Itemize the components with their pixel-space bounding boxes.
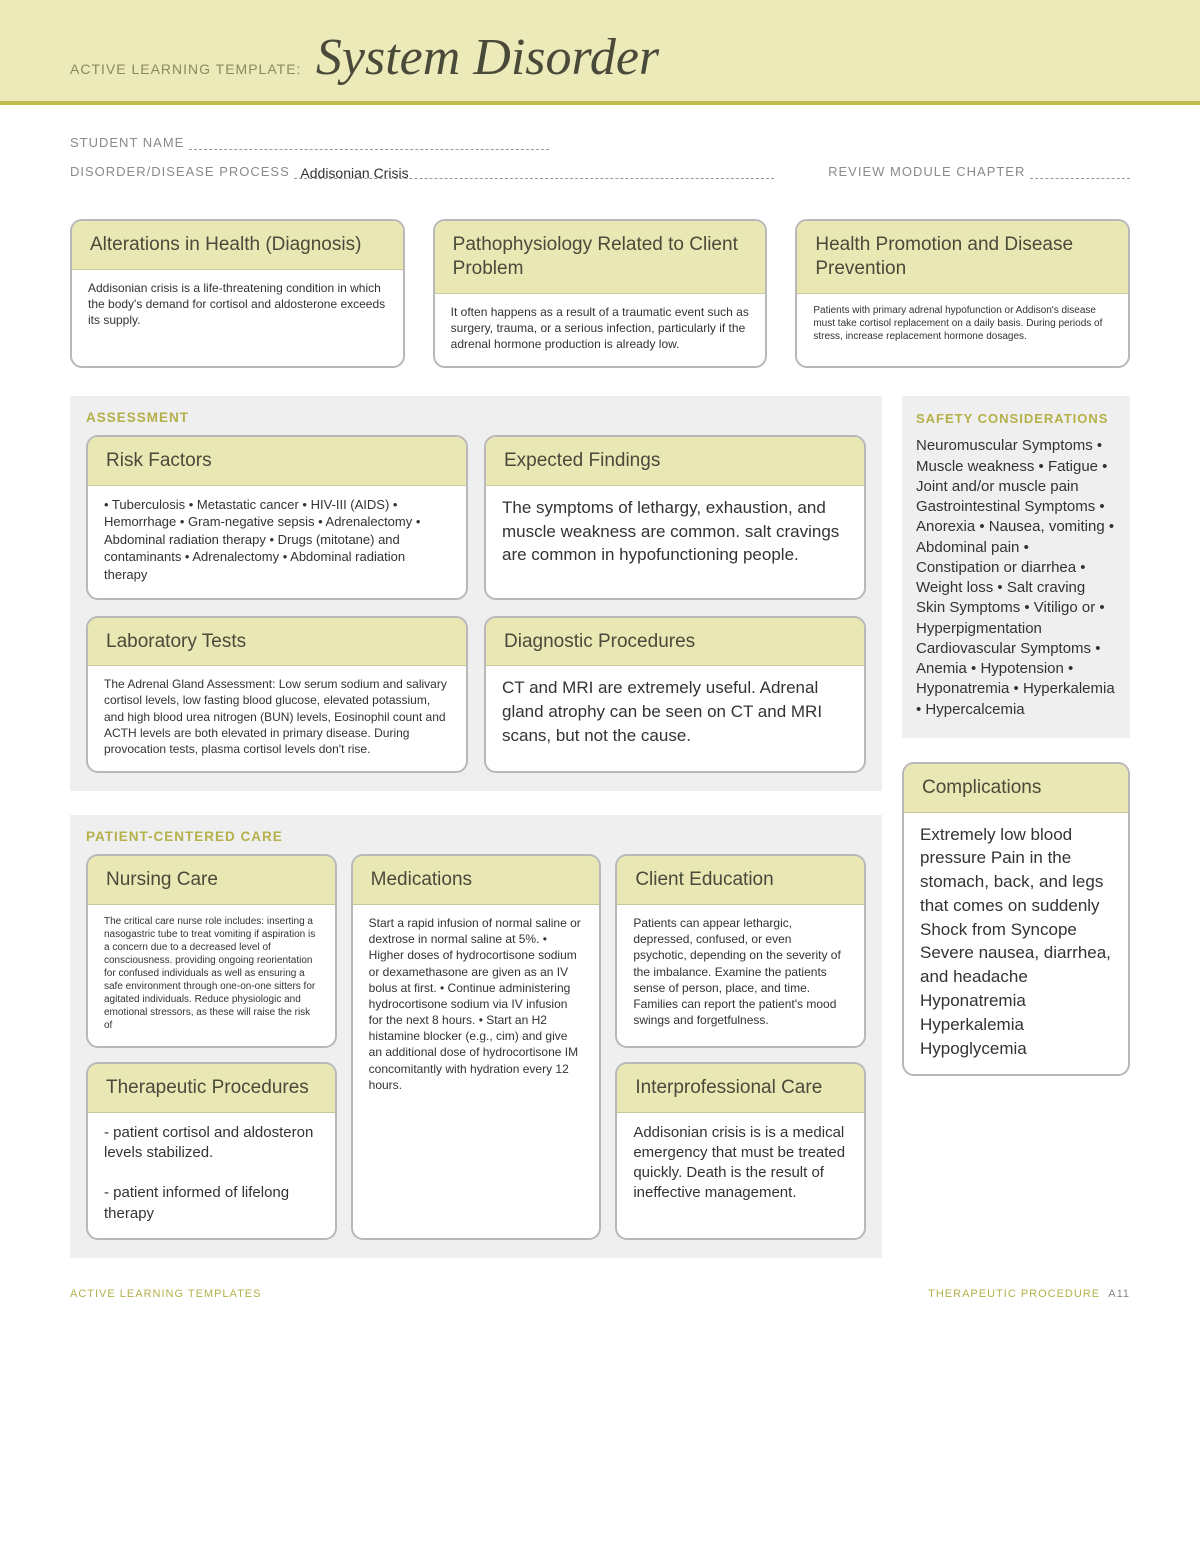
interprofessional-care-title: Interprofessional Care [617,1064,864,1113]
medications-title: Medications [353,856,600,905]
client-education-body: Patients can appear lethargic, depressed… [617,905,864,1042]
interprofessional-care-card: Interprofessional Care Addisonian crisis… [615,1062,866,1240]
safety-section: SAFETY CONSIDERATIONS Neuromuscular Symp… [902,396,1130,738]
review-field: REVIEW MODULE CHAPTER [828,164,1130,179]
student-name-value [189,136,201,152]
nursing-care-body: The critical care nurse role includes: i… [88,905,335,1046]
right-column: SAFETY CONSIDERATIONS Neuromuscular Symp… [902,396,1130,1258]
health-promotion-card: Health Promotion and Disease Prevention … [795,219,1130,368]
disorder-label: DISORDER/DISEASE PROCESS [70,164,290,179]
nursing-care-card: Nursing Care The critical care nurse rol… [86,854,337,1048]
diagnostic-procedures-title: Diagnostic Procedures [486,618,864,667]
expected-findings-title: Expected Findings [486,437,864,486]
page: ACTIVE LEARNING TEMPLATE: System Disorde… [0,0,1200,1330]
therapeutic-procedures-body: - patient cortisol and aldosteron levels… [88,1113,335,1238]
client-education-card: Client Education Patients can appear let… [615,854,866,1048]
student-name-row: STUDENT NAME [70,135,1130,150]
health-promotion-title: Health Promotion and Disease Prevention [797,221,1128,294]
assessment-title: ASSESSMENT [86,410,866,425]
medications-card: Medications Start a rapid infusion of no… [351,854,602,1240]
risk-factors-card: Risk Factors • Tuberculosis • Metastatic… [86,435,468,599]
review-value [1030,165,1042,181]
pathophysiology-title: Pathophysiology Related to Client Proble… [435,221,766,294]
pcc-title: PATIENT-CENTERED CARE [86,829,866,844]
expected-findings-body: The symptoms of lethargy, exhaustion, an… [486,486,864,581]
disorder-field: DISORDER/DISEASE PROCESS Addisonian Cris… [70,164,774,179]
diagnostic-procedures-body: CT and MRI are extremely useful. Adrenal… [486,666,864,761]
alterations-card: Alterations in Health (Diagnosis) Addiso… [70,219,405,368]
expected-findings-card: Expected Findings The symptoms of lethar… [484,435,866,599]
laboratory-tests-card: Laboratory Tests The Adrenal Gland Asses… [86,616,468,774]
footer-left: ACTIVE LEARNING TEMPLATES [70,1288,261,1300]
complications-card: Complications Extremely low blood pressu… [902,762,1130,1077]
laboratory-tests-body: The Adrenal Gland Assessment: Low serum … [88,666,466,771]
student-name-label: STUDENT NAME [70,135,184,150]
footer: ACTIVE LEARNING TEMPLATES THERAPEUTIC PR… [0,1278,1200,1330]
main-grid: ASSESSMENT Risk Factors • Tuberculosis •… [70,396,1130,1258]
disorder-review-row: DISORDER/DISEASE PROCESS Addisonian Cris… [70,164,1130,179]
review-label: REVIEW MODULE CHAPTER [828,164,1025,179]
interprofessional-care-body: Addisonian crisis is is a medical emerge… [617,1113,864,1218]
safety-body: Neuromuscular Symptoms • Muscle weakness… [916,436,1116,720]
therapeutic-procedures-title: Therapeutic Procedures [88,1064,335,1113]
diagnostic-procedures-card: Diagnostic Procedures CT and MRI are ext… [484,616,866,774]
assessment-section: ASSESSMENT Risk Factors • Tuberculosis •… [70,396,882,791]
complications-body: Extremely low blood pressure Pain in the… [904,813,1128,1075]
health-promotion-body: Patients with primary adrenal hypofuncti… [797,294,1128,357]
client-education-title: Client Education [617,856,864,905]
review-line [1030,165,1130,179]
footer-page: A11 [1108,1288,1130,1300]
alterations-title: Alterations in Health (Diagnosis) [72,221,403,270]
safety-title: SAFETY CONSIDERATIONS [916,410,1116,428]
banner-prefix: ACTIVE LEARNING TEMPLATE: [70,61,301,77]
complications-title: Complications [904,764,1128,813]
alterations-body: Addisonian crisis is a life-threatening … [72,270,403,343]
laboratory-tests-title: Laboratory Tests [88,618,466,667]
footer-right-label: THERAPEUTIC PROCEDURE [928,1288,1100,1300]
risk-factors-title: Risk Factors [88,437,466,486]
nursing-care-title: Nursing Care [88,856,335,905]
assessment-grid: Risk Factors • Tuberculosis • Metastatic… [86,435,866,773]
pcc-grid: Nursing Care The critical care nurse rol… [86,854,866,1240]
left-column: ASSESSMENT Risk Factors • Tuberculosis •… [70,396,882,1258]
content: STUDENT NAME DISORDER/DISEASE PROCESS Ad… [0,105,1200,1278]
disorder-line: Addisonian Crisis [294,165,774,179]
medications-body: Start a rapid infusion of normal saline … [353,905,600,1107]
pathophysiology-body: It often happens as a result of a trauma… [435,294,766,367]
footer-right: THERAPEUTIC PROCEDURE A11 [928,1288,1130,1300]
pathophysiology-card: Pathophysiology Related to Client Proble… [433,219,768,368]
top-cards-row: Alterations in Health (Diagnosis) Addiso… [70,219,1130,368]
student-name-line [189,136,549,150]
disorder-value: Addisonian Crisis [294,165,414,181]
therapeutic-procedures-card: Therapeutic Procedures - patient cortiso… [86,1062,337,1240]
risk-factors-body: • Tuberculosis • Metastatic cancer • HIV… [88,486,466,598]
banner: ACTIVE LEARNING TEMPLATE: System Disorde… [0,0,1200,105]
header-fields: STUDENT NAME DISORDER/DISEASE PROCESS Ad… [70,135,1130,179]
pcc-section: PATIENT-CENTERED CARE Nursing Care The c… [70,815,882,1258]
banner-title: System Disorder [316,28,659,87]
